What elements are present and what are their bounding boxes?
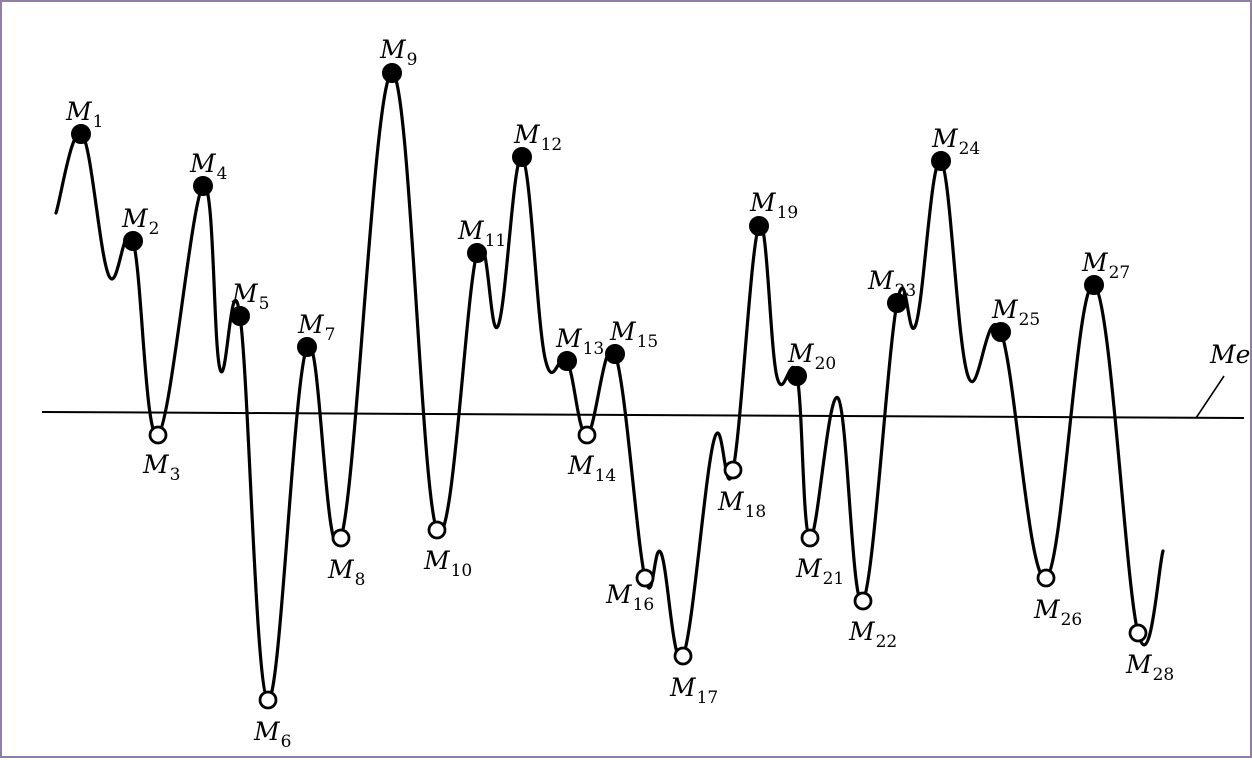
maximum-point-m20 xyxy=(787,366,807,386)
point-label-m10: M10 xyxy=(423,546,472,581)
point-label-m9: M9 xyxy=(379,35,417,70)
point-label-m12: M12 xyxy=(513,120,562,155)
extrema-markers xyxy=(71,63,1148,710)
maximum-point-m4 xyxy=(193,176,213,196)
point-label-m21: M21 xyxy=(795,554,844,589)
point-label-m25: M25 xyxy=(991,295,1040,330)
maximum-point-m7 xyxy=(297,337,317,357)
point-label-m7: M7 xyxy=(297,310,335,345)
median-label-leader xyxy=(1195,375,1225,419)
minimum-point-m21 xyxy=(800,528,820,548)
point-label-m13: M13 xyxy=(555,324,604,359)
median-line-label: Me xyxy=(1209,340,1250,369)
minimum-point-m10 xyxy=(427,520,447,540)
minimum-point-m22 xyxy=(853,591,873,611)
minimum-point-m3 xyxy=(148,425,168,445)
minimum-point-m16 xyxy=(635,568,655,588)
point-label-m15: M15 xyxy=(609,317,658,352)
point-label-m4: M4 xyxy=(189,149,227,184)
extrema-labels: M1 M2 M3 M4 M5 M6 M7 M8 M9 M10 M11 M12 M13 M14 M15 M16 M… xyxy=(65,35,1174,752)
point-label-m20: M20 xyxy=(787,339,836,374)
maximum-point-m11 xyxy=(467,243,487,263)
minimum-point-m26 xyxy=(1036,568,1056,588)
point-label-m22: M22 xyxy=(848,617,897,652)
minimum-point-m14 xyxy=(577,425,597,445)
maximum-point-m25 xyxy=(991,322,1011,342)
point-label-m1: M1 xyxy=(65,97,103,132)
point-label-m28: M28 xyxy=(1125,650,1174,685)
point-label-m18: M18 xyxy=(717,487,766,522)
maximum-point-m5 xyxy=(230,306,250,326)
maximum-point-m23 xyxy=(887,293,907,313)
minimum-point-m28 xyxy=(1128,623,1148,643)
minimum-point-m18 xyxy=(723,460,743,480)
point-label-m14: M14 xyxy=(567,451,616,486)
maximum-point-m19 xyxy=(749,216,769,236)
minimum-point-m8 xyxy=(331,528,351,548)
point-label-m26: M26 xyxy=(1033,595,1082,630)
maximum-point-m12 xyxy=(512,147,532,167)
point-label-m6: M6 xyxy=(253,717,291,752)
point-label-m8: M8 xyxy=(327,555,365,590)
point-label-m5: M5 xyxy=(231,279,269,314)
point-label-m27: M27 xyxy=(1081,248,1130,283)
median-line xyxy=(41,411,1245,419)
point-label-m24: M24 xyxy=(931,124,980,159)
point-label-m3: M3 xyxy=(142,450,180,485)
point-label-m17: M17 xyxy=(669,673,718,708)
maximum-point-m1 xyxy=(71,124,91,144)
point-label-m23: M23 xyxy=(867,266,916,301)
maximum-point-m24 xyxy=(931,151,951,171)
maximum-point-m9 xyxy=(382,63,402,83)
point-label-m11: M11 xyxy=(457,216,506,251)
minimum-point-m6 xyxy=(258,690,278,710)
minimum-point-m17 xyxy=(673,646,693,666)
maximum-point-m13 xyxy=(557,351,577,371)
maximum-point-m27 xyxy=(1084,275,1104,295)
point-label-m16: M16 xyxy=(605,580,654,615)
maximum-point-m2 xyxy=(123,231,143,251)
point-label-m2: M2 xyxy=(121,204,159,239)
maximum-point-m15 xyxy=(605,344,625,364)
point-label-m19: M19 xyxy=(749,188,798,223)
